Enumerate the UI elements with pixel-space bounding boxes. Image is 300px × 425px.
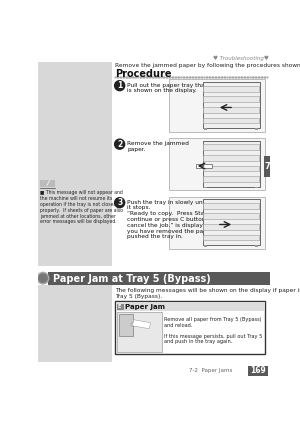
Bar — [169, 79, 265, 132]
Bar — [264, 156, 270, 177]
Text: If this message persists, pull out Tray 5
and push in the tray again.: If this message persists, pull out Tray … — [164, 334, 262, 344]
Bar — [38, 62, 112, 266]
Bar — [169, 196, 265, 249]
Bar — [203, 155, 259, 161]
Text: Remove the jammed
paper.: Remove the jammed paper. — [128, 141, 189, 152]
Bar — [255, 187, 258, 188]
Bar — [203, 176, 259, 182]
Text: The following messages will be shown on the display if paper is jammed at
Tray 5: The following messages will be shown on … — [115, 288, 300, 299]
Bar — [131, 323, 147, 326]
Bar — [202, 141, 260, 187]
Text: Pull out the paper tray that
is shown on the display.: Pull out the paper tray that is shown on… — [128, 82, 207, 94]
Bar — [203, 107, 259, 113]
Circle shape — [115, 198, 125, 208]
Text: Paper Jam: Paper Jam — [125, 303, 165, 310]
Bar — [202, 82, 260, 128]
Bar — [255, 245, 258, 247]
Text: E: E — [117, 303, 121, 309]
Bar — [196, 164, 212, 168]
Text: ♥ Troubleshooting♥: ♥ Troubleshooting♥ — [213, 56, 268, 61]
Bar — [203, 118, 259, 123]
Bar — [203, 96, 259, 102]
Text: Paper Jam at Tray 5 (Bypass): Paper Jam at Tray 5 (Bypass) — [53, 274, 211, 283]
Bar — [119, 314, 133, 336]
Text: 169: 169 — [250, 366, 266, 375]
Circle shape — [115, 139, 125, 149]
Text: 2: 2 — [117, 140, 122, 149]
Text: Remove the jammed paper by following the procedures shown below.: Remove the jammed paper by following the… — [115, 62, 300, 68]
Circle shape — [115, 81, 125, 91]
Bar — [116, 312, 161, 352]
Bar — [38, 285, 112, 362]
Circle shape — [39, 274, 47, 282]
Bar — [203, 165, 259, 171]
FancyBboxPatch shape — [40, 180, 55, 187]
Text: 7: 7 — [264, 162, 270, 171]
Bar — [203, 86, 259, 92]
Bar — [133, 320, 150, 329]
Text: Push the tray in slowly until
it stops.
“Ready to copy.  Press Start to
continue: Push the tray in slowly until it stops. … — [128, 200, 227, 239]
Bar — [255, 128, 258, 130]
Text: Procedure: Procedure — [115, 69, 172, 79]
Text: 7-2  Paper Jams: 7-2 Paper Jams — [189, 368, 232, 373]
Bar — [115, 301, 266, 354]
Text: ■ This message will not appear and
the machine will not resume its
operation if : ■ This message will not appear and the m… — [40, 190, 123, 224]
Bar — [204, 245, 207, 247]
Bar — [248, 366, 268, 376]
Text: /: / — [46, 181, 49, 187]
Text: 3: 3 — [117, 198, 122, 207]
Text: Remove all paper from Tray 5 (Bypass)
and reload.: Remove all paper from Tray 5 (Bypass) an… — [164, 317, 261, 328]
Bar — [117, 303, 124, 310]
Bar — [169, 138, 265, 190]
Circle shape — [37, 272, 49, 284]
Bar — [116, 302, 265, 311]
Text: 1: 1 — [117, 81, 122, 90]
Bar — [203, 213, 259, 219]
Bar — [48, 272, 270, 285]
Bar — [204, 128, 207, 130]
Bar — [202, 199, 260, 245]
Bar — [203, 144, 259, 150]
Bar — [203, 203, 259, 209]
Bar — [203, 235, 259, 241]
Bar — [204, 187, 207, 188]
Bar — [203, 224, 259, 230]
